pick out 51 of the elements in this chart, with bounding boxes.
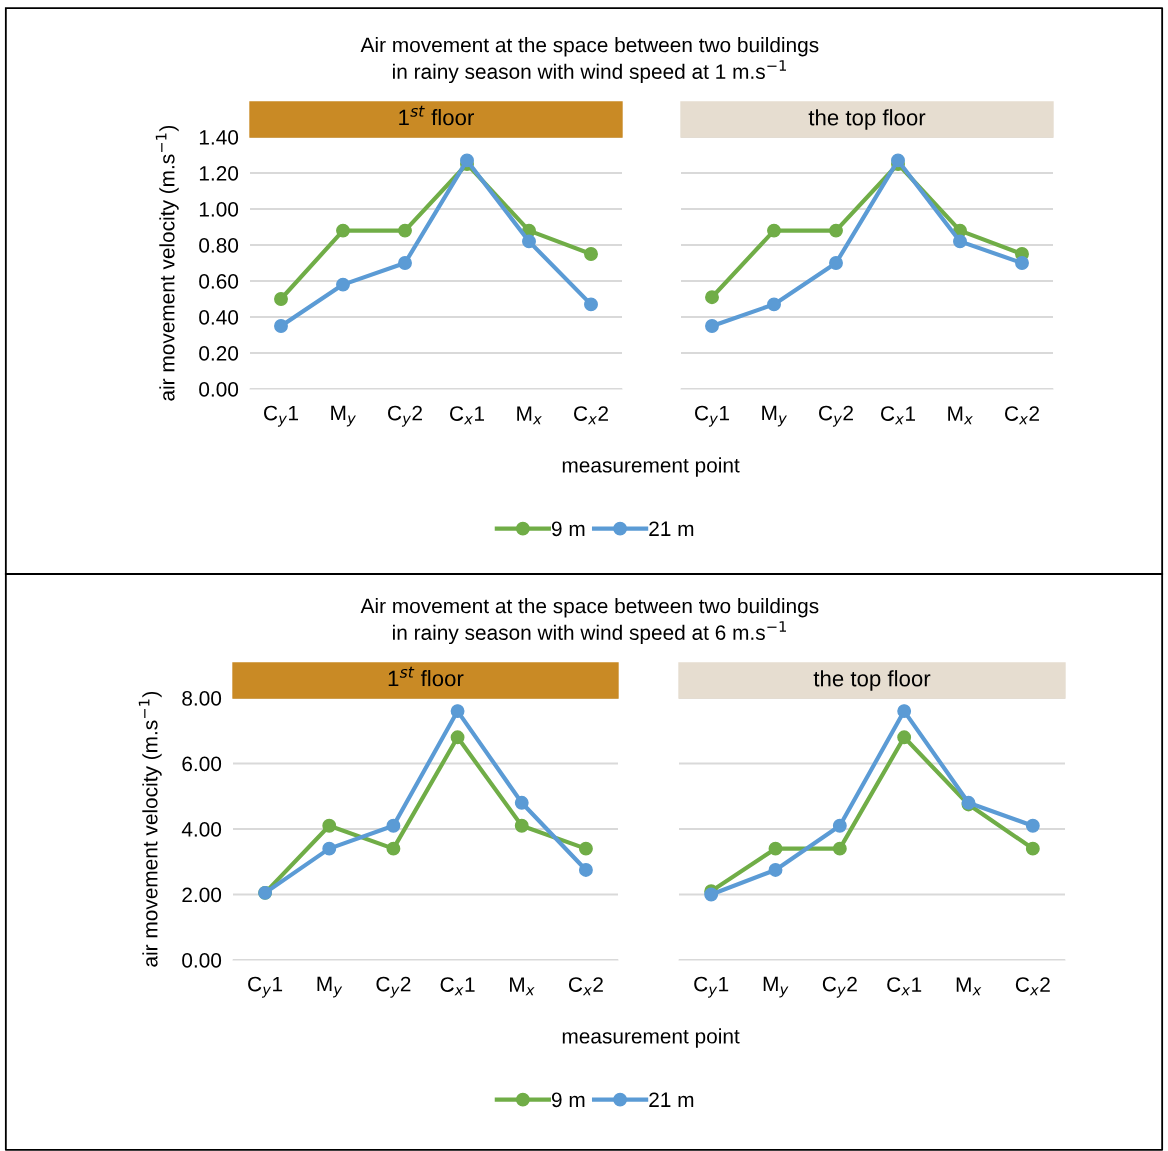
y-tick-label: 2.00 (182, 887, 222, 903)
x-tick-label: M$_{x}$ (948, 406, 973, 425)
y-tick-label: 1.20 (199, 166, 239, 181)
x-tick-label: M$_{y}$ (317, 976, 343, 998)
chart-subtitle: the top floor (813, 670, 931, 691)
x-tick-label: M$_{y}$ (762, 405, 787, 427)
y-tick-label: 6.00 (182, 756, 222, 772)
x-tick-label: C$_{x}$2 (1005, 406, 1039, 425)
x-tick-label: C$_{y}$2 (819, 405, 853, 427)
x-axis-title: measurement point (562, 457, 740, 477)
chart-title: Air movement at the space between two buildings in rainy season with wind speed at 1 m.s$^{−1}$ (360, 37, 819, 84)
x-tick-label: M$_{x}$ (517, 406, 542, 425)
y-tick-label: 0.00 (199, 382, 239, 397)
legend-label: 9 m (551, 1092, 585, 1108)
x-tick-label: M$_{x}$ (510, 977, 535, 996)
chart-subtitle: 1$^{st}$ floor (399, 105, 474, 126)
x-tick-label: C$_{x}$1 (881, 406, 915, 425)
chart-subtitle: the top floor (808, 109, 926, 130)
y-tick-label: 0.60 (199, 274, 239, 289)
x-tick-label: C$_{y}$1 (264, 405, 298, 427)
legend-label: 21 m (649, 521, 694, 536)
x-tick-label: C$_{y}$2 (376, 976, 411, 998)
y-tick-label: 0.80 (199, 238, 239, 253)
y-tick-label: 0.20 (199, 346, 239, 361)
x-tick-label: C$_{x}$1 (440, 977, 475, 996)
y-tick-label: 0.40 (199, 310, 239, 325)
y-tick-label: 1.00 (199, 202, 239, 217)
y-axis-title: air movement velocity (m.s$^{−1}$) (138, 691, 162, 967)
x-tick-label: C$_{y}$1 (695, 405, 729, 427)
legend-label: 21 m (649, 1092, 694, 1107)
y-tick-label: 4.00 (181, 822, 222, 837)
y-tick-label: 1.40 (199, 130, 239, 145)
y-axis-title: air movement velocity (m.s$^{−1}$) (155, 125, 179, 401)
x-tick-label: C$_{y}$1 (248, 976, 283, 998)
x-tick-label: C$_{y}$1 (694, 976, 729, 998)
chart-subtitle: 1$^{st}$ floor (388, 666, 464, 687)
x-tick-label: C$_{x}$2 (574, 406, 608, 425)
y-tick-label: 8.00 (182, 691, 222, 706)
chart-title: Air movement at the space between two buildings in rainy season with wind speed at 6 m.s$^{−1}$ (360, 598, 819, 645)
x-tick-label: C$_{x}$2 (568, 977, 603, 996)
x-tick-label: C$_{x}$1 (887, 977, 922, 996)
x-axis-title: measurement point (562, 1028, 740, 1048)
x-tick-label: C$_{x}$2 (1015, 977, 1050, 996)
x-tick-label: M$_{y}$ (331, 405, 356, 427)
x-tick-label: C$_{y}$2 (388, 405, 422, 427)
x-tick-label: C$_{y}$2 (822, 976, 857, 998)
x-tick-label: C$_{x}$1 (450, 406, 484, 425)
x-tick-label: M$_{y}$ (763, 976, 789, 998)
legend-label: 9 m (551, 521, 585, 537)
x-tick-label: M$_{x}$ (956, 977, 982, 996)
y-tick-label: 0.00 (182, 953, 222, 968)
